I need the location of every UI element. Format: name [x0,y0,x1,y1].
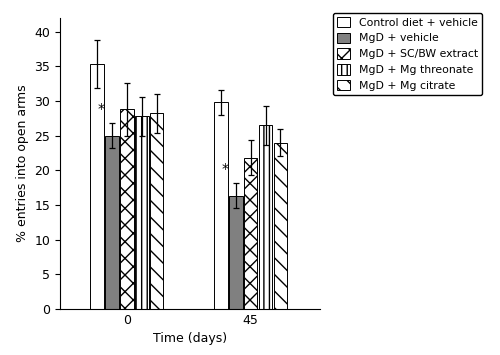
Text: *: * [222,163,228,176]
Legend: Control diet + vehicle, MgD + vehicle, MgD + SC/BW extract, MgD + Mg threonate, : Control diet + vehicle, MgD + vehicle, M… [333,12,482,95]
Bar [135,116,148,309]
Y-axis label: % entries into open arms: % entries into open arms [16,84,29,242]
Bar [214,102,228,309]
Bar [150,113,164,309]
X-axis label: Time (days): Time (days) [153,332,227,345]
Bar [244,158,258,309]
Bar [120,109,134,309]
Bar [258,125,272,309]
Bar [90,64,104,309]
Text: *: * [98,102,104,116]
Bar [105,136,119,309]
Bar [229,196,242,309]
Bar [274,142,287,309]
